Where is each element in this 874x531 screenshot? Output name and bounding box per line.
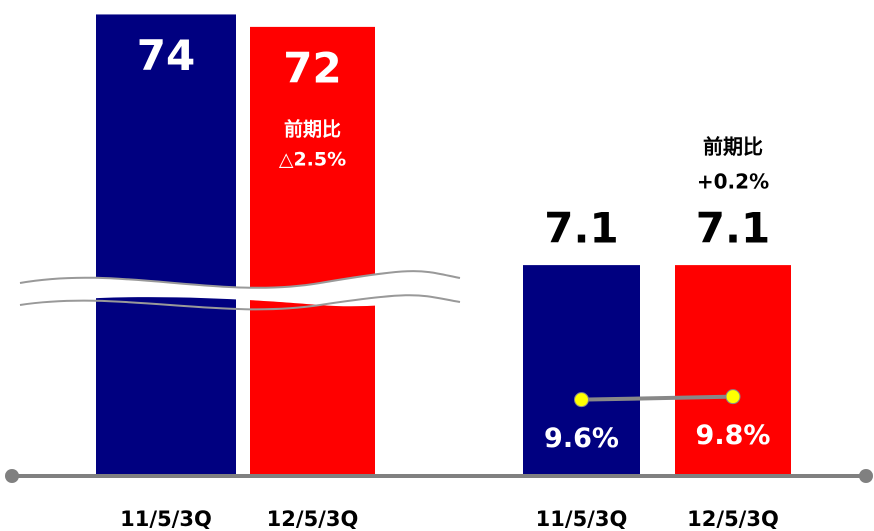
baseline-end xyxy=(859,469,873,483)
annotation: 前期比 xyxy=(284,117,341,140)
line-value-label: 9.6% xyxy=(544,423,619,454)
value-label: 72 xyxy=(283,43,341,92)
x-tick-label: 11/5/3Q xyxy=(120,507,212,531)
line-value-label: 9.8% xyxy=(696,420,771,451)
annotation: +0.2% xyxy=(697,170,769,194)
annotation: 前期比 xyxy=(703,135,763,159)
break-line xyxy=(19,270,461,289)
annotation: △2.5% xyxy=(279,148,346,170)
line-marker xyxy=(574,392,589,408)
bar xyxy=(96,14,236,476)
value-label: 7.1 xyxy=(696,204,770,253)
x-tick-label: 12/5/3Q xyxy=(267,507,359,531)
line-marker xyxy=(725,389,741,405)
label-layer: 74 11/5/3Q 72 12/5/3Q 前期比 △2.5% 7.1 11/5/3Q 7.1 1… xyxy=(120,31,779,531)
line xyxy=(581,394,734,402)
x-tick-label: 11/5/3Q xyxy=(536,507,628,531)
bar xyxy=(250,26,375,475)
value-label: 74 xyxy=(137,31,195,80)
baseline-end xyxy=(5,469,19,483)
bar-layer xyxy=(96,14,791,476)
axis-break xyxy=(19,270,461,311)
break-line xyxy=(19,294,461,311)
bar xyxy=(523,265,640,475)
x-tick-label: 12/5/3Q xyxy=(687,507,779,531)
value-label: 7.1 xyxy=(544,204,618,253)
bar xyxy=(675,265,791,475)
